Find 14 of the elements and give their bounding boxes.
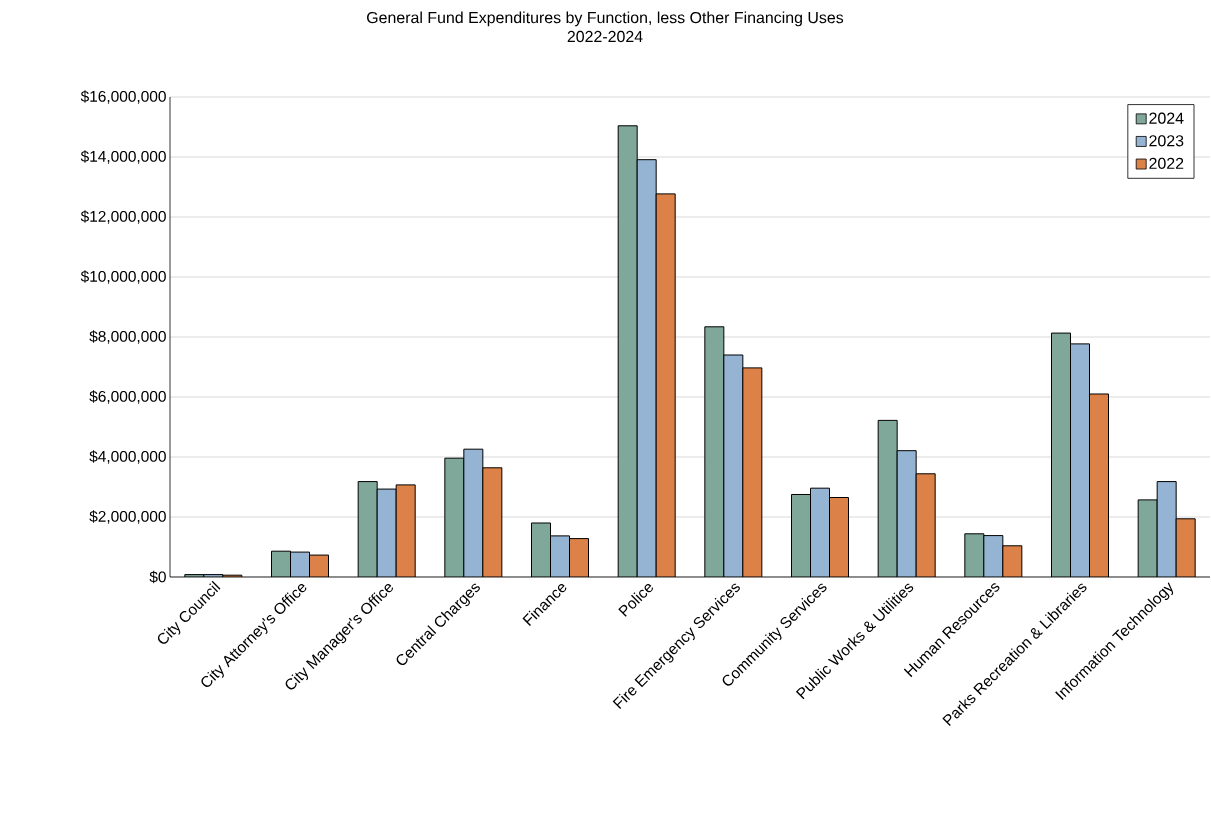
y-tick-label: $2,000,000 [89,510,166,524]
y-tick-label: $4,000,000 [89,450,166,464]
y-tick-label: $10,000,000 [80,270,166,284]
y-tick-label: $6,000,000 [89,390,166,404]
legend-label: 2023 [1149,135,1184,147]
y-tick-label: $12,000,000 [80,210,166,224]
chart-subtitle: 2022-2024 [567,30,643,43]
y-tick-label: $8,000,000 [89,330,166,344]
legend-label: 2022 [1149,157,1184,170]
chart-title: General Fund Expenditures by Function, less Other Financing Uses [367,11,844,27]
y-tick-label: $14,000,000 [80,150,166,164]
y-tick-label: $16,000,000 [80,90,166,104]
y-tick-label: $0 [149,570,166,584]
legend-label: 2024 [1149,112,1184,124]
